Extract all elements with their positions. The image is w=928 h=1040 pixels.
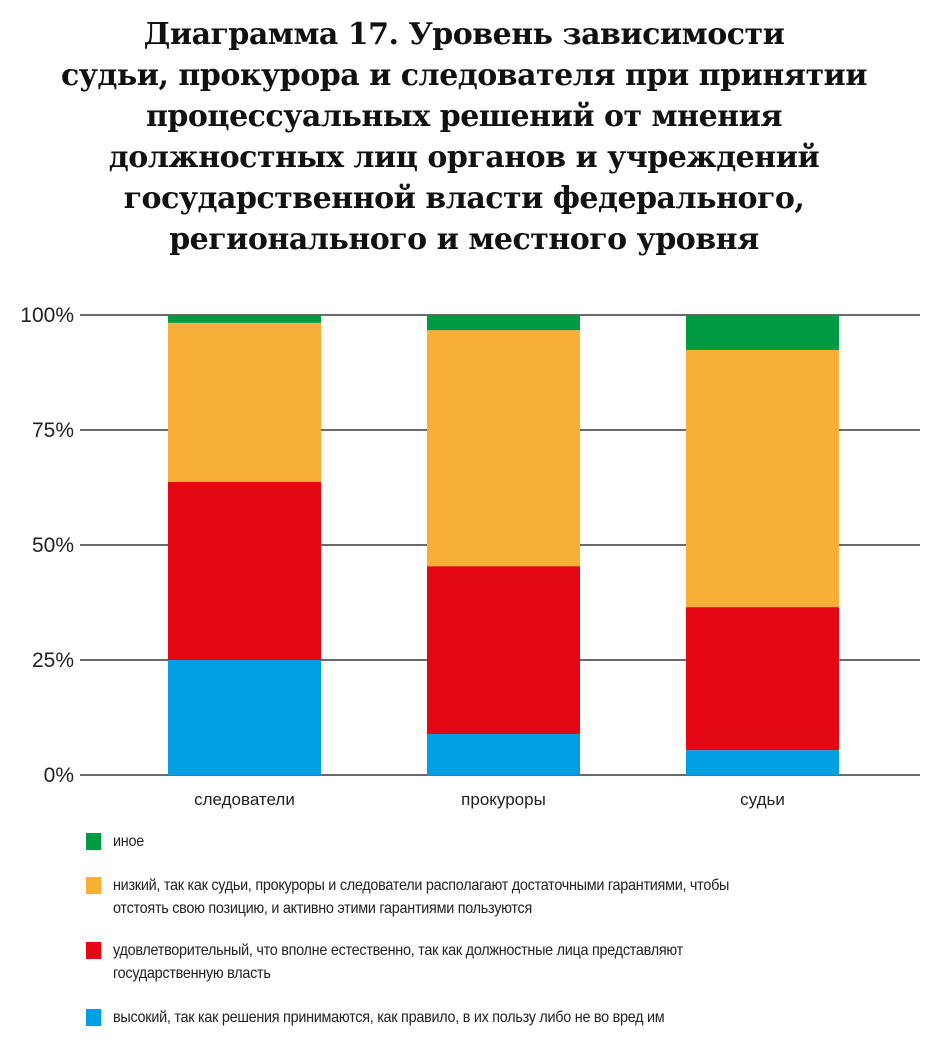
- stacked-bar-chart: 0% 25% 50% 75% 100% следователи прокуроры судьи: [20, 304, 920, 809]
- bar-segment: [686, 349, 839, 608]
- title-line: процессуальных решений от мнения: [145, 99, 783, 134]
- bar-segment: [427, 566, 580, 735]
- legend-swatch: [86, 833, 102, 850]
- bar-segment: [686, 750, 839, 775]
- legend-swatch: [86, 877, 102, 894]
- y-tick-label: 25%: [32, 649, 74, 672]
- bar-segment: [686, 607, 839, 751]
- legend-swatch: [86, 942, 102, 959]
- legend-label: государственную власть: [113, 965, 271, 982]
- legend-label: удовлетворительный, что вполне естествен…: [113, 942, 683, 959]
- bar-segment: [168, 660, 321, 775]
- bar-segment: [168, 481, 321, 660]
- y-tick-label: 50%: [32, 534, 74, 557]
- bar-segment: [168, 322, 321, 482]
- bar-segment: [427, 734, 580, 775]
- bar-segment: [427, 330, 580, 567]
- legend-swatch: [86, 1009, 102, 1026]
- legend-label: отстоять свою позицию, и активно этими г…: [113, 900, 532, 917]
- title-line: регионального и местного уровня: [169, 222, 759, 257]
- title-line: Диаграмма 17. Уровень зависимости: [143, 17, 785, 52]
- title-line: судьи, прокурора и следователя при приня…: [60, 58, 868, 93]
- title-line: государственной власти федерального,: [123, 181, 805, 216]
- title-line: должностных лиц органов и учреждений: [108, 140, 820, 175]
- x-tick-label: судьи: [740, 790, 785, 809]
- bar-segment: [427, 315, 580, 331]
- bar-segment: [686, 315, 839, 350]
- bar-segment: [168, 315, 321, 323]
- legend-label: высокий, так как решения принимаются, ка…: [113, 1009, 665, 1026]
- x-tick-label: прокуроры: [461, 790, 546, 809]
- y-tick-label: 100%: [20, 304, 74, 327]
- y-tick-label: 0%: [44, 764, 74, 787]
- legend-label: иное: [113, 833, 144, 850]
- y-tick-label: 75%: [32, 419, 74, 442]
- legend-label: низкий, так как судьи, прокуроры и следо…: [113, 877, 730, 894]
- chart-title: Диаграмма 17. Уровень зависимости судьи,…: [0, 14, 928, 260]
- x-tick-label: следователи: [194, 790, 295, 809]
